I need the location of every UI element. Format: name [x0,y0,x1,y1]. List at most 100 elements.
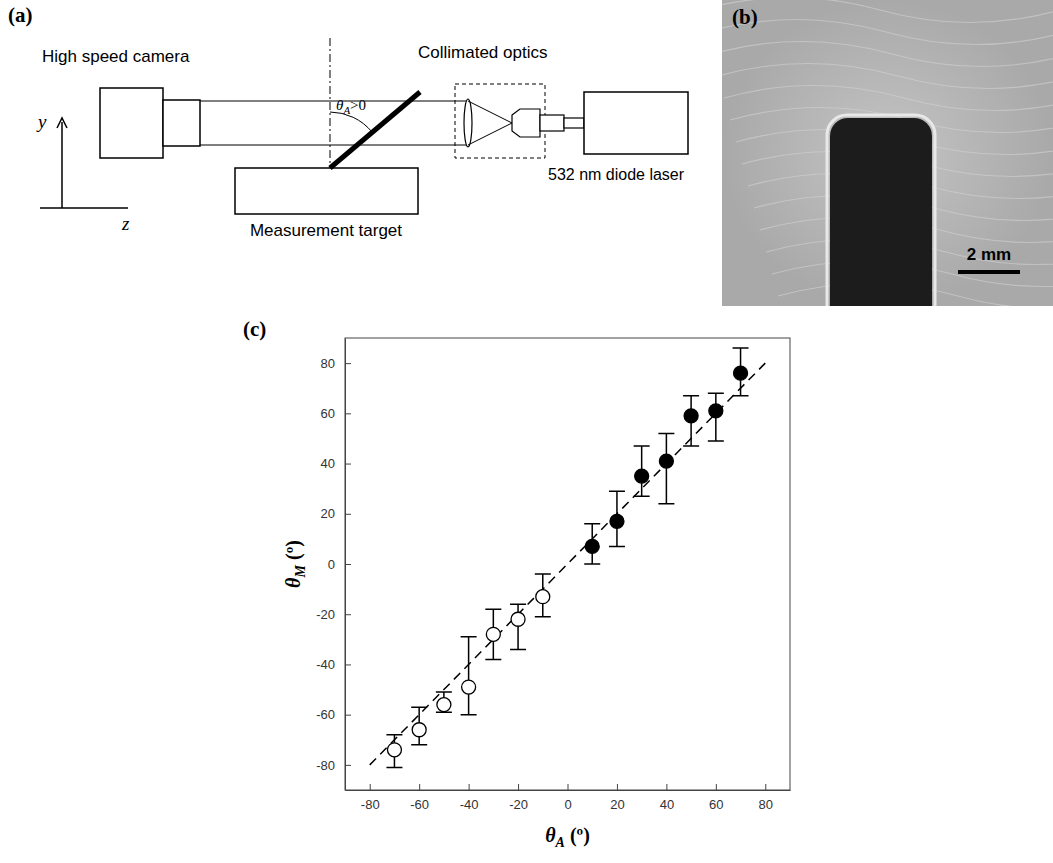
tick-mark [345,363,351,364]
tick-mark [617,784,618,790]
scale-label: 2 mm [967,245,1011,264]
error-bar [658,433,674,503]
tick: -40 [460,784,479,812]
angle-arc [330,112,372,132]
tick: 40 [660,784,674,812]
tick-label: 80 [759,797,773,812]
axis-symbol: z [121,213,130,234]
error-bar [535,574,551,617]
point [610,514,624,528]
point [462,680,476,694]
label: Collimated optics [418,43,547,62]
connector [564,118,584,128]
marks [370,348,766,767]
tick: 60 [709,784,723,812]
tick-mark [716,784,717,790]
plot-frame [345,338,790,790]
tick-mark [345,464,351,465]
tick-mark [345,765,351,766]
tick: 20 [321,506,351,521]
error-bar [386,735,402,768]
point [684,409,698,423]
tick: 80 [321,356,351,371]
panel-b: (b) 2 mm [700,0,1053,338]
arrow-head [57,118,67,128]
fiber [540,115,564,131]
point [585,539,599,553]
plate [330,92,420,168]
normal-line [330,38,331,168]
point [659,454,673,468]
cone [468,101,512,145]
tick: -60 [410,784,429,812]
point [511,612,525,626]
label: Measurement target [250,221,402,240]
error-bar [683,396,699,446]
tick-label: 60 [321,406,335,421]
tick-mark [370,784,371,790]
error-bar [584,524,600,564]
tick-label: -80 [361,797,380,812]
tick-mark [666,784,667,790]
panel-label: (b) [732,5,758,29]
tick-label: -20 [509,797,528,812]
figure: (a) y z High speed camera Measurement target… [0,0,1053,863]
photo [722,0,1053,306]
fringe [724,86,1053,111]
tick-label: -40 [316,657,335,672]
axis-symbol: y [36,111,47,132]
objective [512,109,540,137]
error-bar [634,446,650,496]
tick-label: -40 [460,797,479,812]
optics-box [455,84,545,158]
tick-mark [518,784,519,790]
panel-label: (a) [8,3,33,27]
tick: -80 [316,758,351,773]
error-bar [436,692,452,712]
tick: 20 [610,784,624,812]
tick-label: 80 [321,356,335,371]
tick: 0 [564,784,571,812]
point [437,698,451,712]
tick: 0 [328,557,351,572]
x-axis: -80 -60 -40 -20 0 20 40 60 80 [346,784,791,812]
tick: -20 [316,607,351,622]
label: High speed camera [42,47,190,66]
tick-mark [345,715,351,716]
camera-lens [163,100,200,146]
beam [200,145,468,146]
x-axis-title: θA (º) [545,824,590,850]
tick: -80 [361,784,380,812]
camera-body [100,88,163,158]
tick-mark [345,514,351,515]
tick-mark [419,784,420,790]
fringe [722,64,1053,89]
tick-mark [345,564,351,565]
fringe [722,20,1053,45]
tick: -40 [316,657,351,672]
axis-arrow [40,207,128,209]
tick-mark [345,664,351,665]
panel-label: (c) [243,317,266,341]
tick: -20 [509,784,528,812]
tick-label: -60 [316,707,335,722]
tick-label: 0 [564,797,571,812]
tick-label: -60 [410,797,429,812]
tick-mark [469,784,470,790]
point [709,404,723,418]
axis-arrow [61,122,63,208]
tick: 40 [321,456,351,471]
y-axis: -80 -60 -40 -20 0 20 40 60 80 [316,339,351,791]
lens [464,99,472,147]
point [536,590,550,604]
tick-label: -20 [316,607,335,622]
error-bar [411,707,427,745]
tick-label: 0 [328,557,335,572]
point [412,723,426,737]
error-bar [708,393,724,441]
fringe [722,42,1053,67]
tick-mark [345,614,351,615]
tick-label: 20 [610,797,624,812]
point [734,366,748,380]
tick-label: 40 [660,797,674,812]
